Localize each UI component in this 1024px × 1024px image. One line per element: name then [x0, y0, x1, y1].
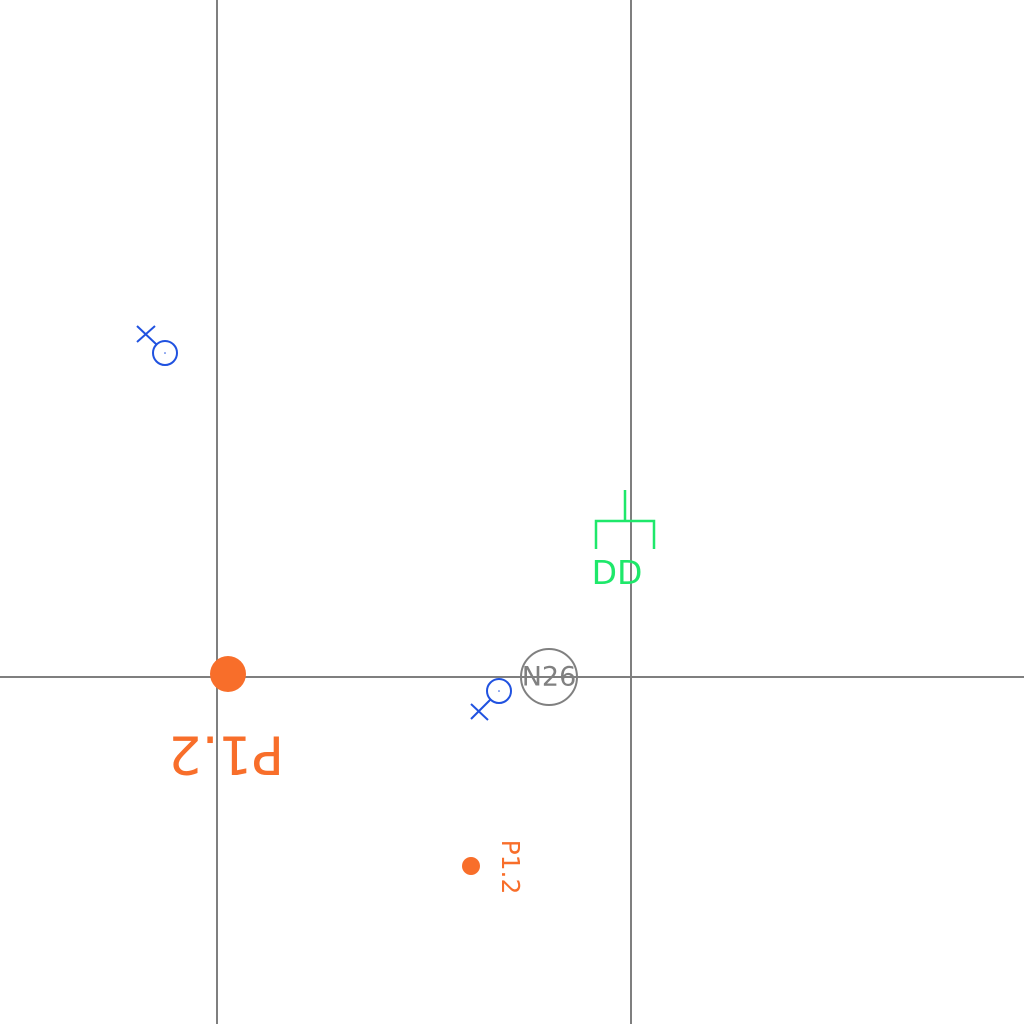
data-outlet-icon	[594, 490, 656, 549]
panel-marker-large[interactable]: P1.2	[168, 656, 284, 784]
panel-label-small: P1.2	[496, 840, 525, 895]
panel-marker-small[interactable]: P1.2	[462, 840, 525, 895]
data-outlet-label: DD	[592, 553, 643, 592]
panel-dot-icon	[462, 857, 480, 875]
panel-dot-icon	[210, 656, 246, 692]
node-tag[interactable]: N26	[520, 648, 578, 706]
light-fixture-icon[interactable]	[136, 325, 178, 366]
node-circle-icon	[520, 648, 578, 706]
data-outlet[interactable]: DD	[592, 490, 656, 592]
light-fixture-icon[interactable]	[470, 678, 512, 721]
node-label: N26	[522, 662, 577, 693]
panel-label-large: P1.2	[168, 723, 284, 784]
